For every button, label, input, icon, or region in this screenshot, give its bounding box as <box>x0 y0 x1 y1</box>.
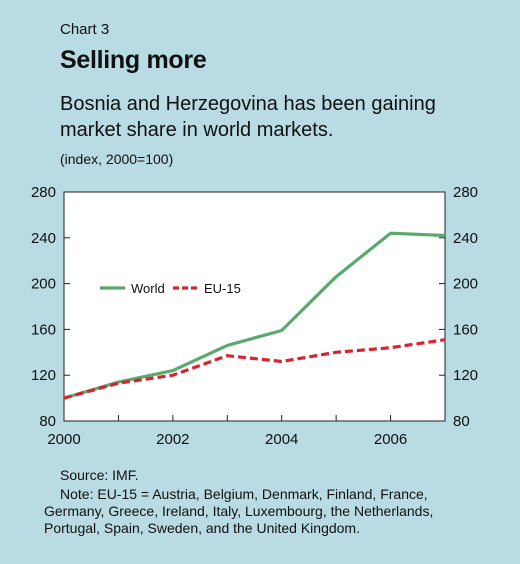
y-tick-label-left: 200 <box>31 276 56 293</box>
source-note: Source: IMF. <box>60 467 139 483</box>
footnote-text: Note: EU-15 = Austria, Belgium, Denmark,… <box>44 486 434 536</box>
unit-label: (index, 2000=100) <box>60 151 174 167</box>
series-line-world <box>63 231 446 400</box>
y-tick-label-right: 120 <box>453 367 478 384</box>
y-tick-label-left: 120 <box>31 367 56 384</box>
y-tick-label-left: 240 <box>31 230 56 247</box>
y-tick-label-left: 80 <box>39 413 56 430</box>
chart-title: Selling more <box>60 46 207 74</box>
footnote: Note: EU-15 = Austria, Belgium, Denmark,… <box>44 486 484 537</box>
x-tick-label: 2004 <box>265 431 298 448</box>
y-tick-label-right: 80 <box>453 413 470 430</box>
x-tick-label: 2006 <box>374 431 407 448</box>
y-tick-label-right: 240 <box>453 230 478 247</box>
series-line-eu-15 <box>63 338 446 400</box>
x-tick-label: 2002 <box>156 431 189 448</box>
y-tick-label-left: 280 <box>31 184 56 201</box>
chart-subtitle: Bosnia and Herzegovina has been gaining … <box>60 93 436 141</box>
x-tick-label: 2000 <box>47 431 80 448</box>
legend-label: World <box>131 281 165 296</box>
y-tick-label-left: 160 <box>31 321 56 338</box>
y-tick-label-right: 280 <box>453 184 478 201</box>
line-chart: 280 240 200 160 120 80 280 240 200 160 120 80 2000… <box>31 184 478 448</box>
y-tick-label-right: 200 <box>453 276 478 293</box>
chart-number: Chart 3 <box>60 21 110 38</box>
y-tick-label-right: 160 <box>453 321 478 338</box>
legend-label: EU-15 <box>204 281 241 296</box>
plot-area <box>63 191 446 422</box>
